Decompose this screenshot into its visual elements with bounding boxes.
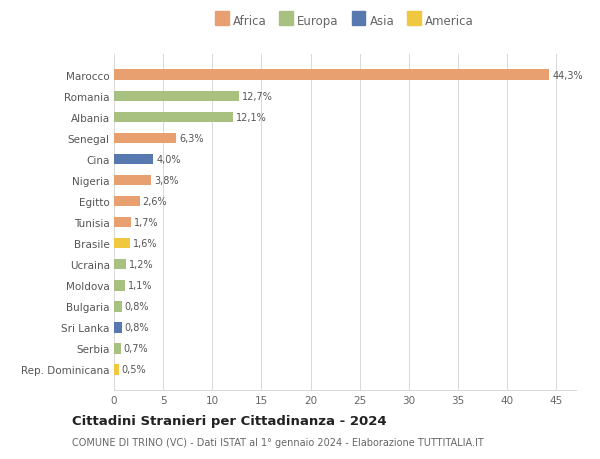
Text: 0,5%: 0,5% [122, 365, 146, 375]
Bar [114, 302, 122, 312]
Bar [114, 91, 239, 102]
Bar [114, 175, 151, 186]
Text: 1,1%: 1,1% [128, 280, 152, 291]
Bar [114, 259, 126, 270]
Text: Cittadini Stranieri per Cittadinanza - 2024: Cittadini Stranieri per Cittadinanza - 2… [72, 414, 386, 428]
Text: 12,1%: 12,1% [236, 112, 266, 123]
Text: 1,7%: 1,7% [134, 218, 158, 228]
Text: 1,6%: 1,6% [133, 239, 157, 249]
Bar [114, 154, 154, 165]
Legend: Africa, Europa, Asia, America: Africa, Europa, Asia, America [212, 11, 478, 33]
Bar [114, 70, 550, 81]
Text: 6,3%: 6,3% [179, 134, 203, 144]
Text: COMUNE DI TRINO (VC) - Dati ISTAT al 1° gennaio 2024 - Elaborazione TUTTITALIA.I: COMUNE DI TRINO (VC) - Dati ISTAT al 1° … [72, 437, 484, 447]
Text: 2,6%: 2,6% [143, 196, 167, 207]
Bar [114, 112, 233, 123]
Text: 12,7%: 12,7% [242, 92, 272, 101]
Bar [114, 238, 130, 249]
Text: 3,8%: 3,8% [154, 176, 179, 185]
Bar [114, 364, 119, 375]
Text: 44,3%: 44,3% [553, 71, 583, 80]
Text: 0,8%: 0,8% [125, 302, 149, 312]
Text: 0,7%: 0,7% [124, 344, 148, 353]
Bar [114, 133, 176, 144]
Bar [114, 218, 131, 228]
Bar [114, 322, 122, 333]
Bar [114, 280, 125, 291]
Text: 0,8%: 0,8% [125, 323, 149, 333]
Text: 4,0%: 4,0% [156, 155, 181, 165]
Bar [114, 196, 140, 207]
Bar [114, 343, 121, 354]
Text: 1,2%: 1,2% [129, 260, 154, 269]
